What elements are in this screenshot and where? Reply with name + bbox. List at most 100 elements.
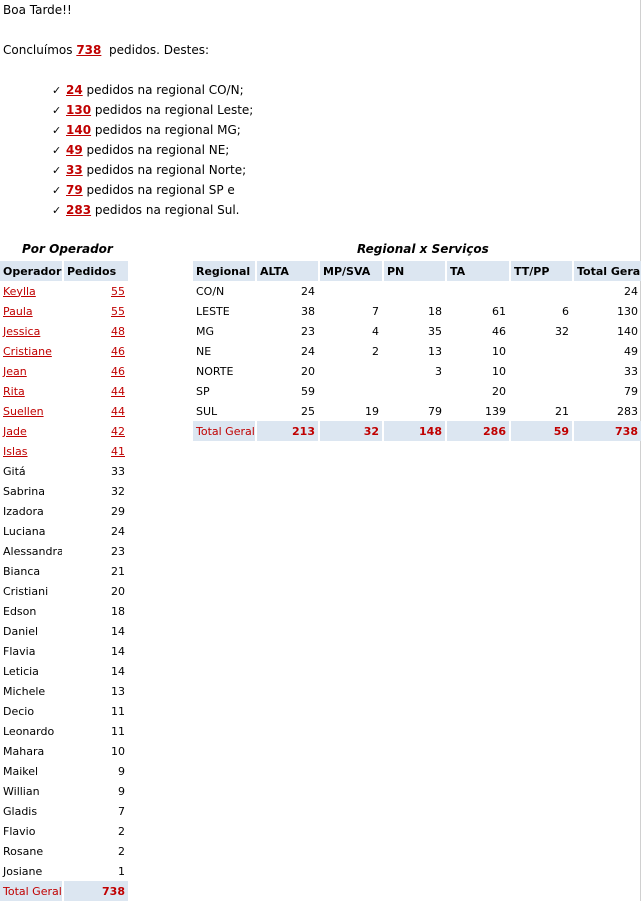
- regional-cell: 49: [624, 344, 638, 358]
- regional-name: SP: [196, 384, 210, 398]
- table-row: Leticia 14: [0, 661, 128, 681]
- table-row: NE 24 2 13 10 49: [193, 341, 641, 361]
- operator-name: Gladis: [3, 804, 38, 818]
- operator-name[interactable]: Cristiane: [3, 344, 52, 358]
- operator-name: Decio: [3, 704, 35, 718]
- operator-name[interactable]: Jean: [3, 364, 27, 378]
- operator-name: Josiane: [3, 864, 43, 878]
- operator-count[interactable]: 44: [111, 404, 125, 418]
- regional-cell: [509, 281, 572, 301]
- table-row: SUL 25 19 79 139 21 283: [193, 401, 641, 421]
- item-count: 33: [66, 163, 83, 177]
- total-cell: 148: [382, 421, 445, 441]
- total-value: 738: [62, 881, 128, 901]
- item-count: 24: [66, 83, 83, 97]
- summary-suffix: pedidos. Destes:: [109, 43, 210, 57]
- regional-cell: 23: [301, 324, 315, 338]
- total-label: Total Geral: [193, 421, 255, 441]
- regional-cell: [382, 281, 445, 301]
- regional-cell: 130: [617, 304, 638, 318]
- operator-name: Michele: [3, 684, 46, 698]
- table-row: Jessica 48: [0, 321, 128, 341]
- operator-count[interactable]: 55: [111, 284, 125, 298]
- regional-cell: 79: [624, 384, 638, 398]
- operator-name[interactable]: Islas: [3, 444, 28, 458]
- table-row: Mahara 10: [0, 741, 128, 761]
- check-icon: ✓: [52, 104, 62, 117]
- table-row: Sabrina 32: [0, 481, 128, 501]
- summary-list-item: ✓ 33 pedidos na regional Norte;: [52, 162, 253, 182]
- table-row: Flavia 14: [0, 641, 128, 661]
- operator-name[interactable]: Keylla: [3, 284, 36, 298]
- check-icon: ✓: [52, 84, 62, 97]
- operator-name: Rosane: [3, 844, 44, 858]
- regional-section-title: Regional x Serviços: [357, 242, 489, 256]
- operator-name[interactable]: Jessica: [3, 324, 41, 338]
- operator-name: Leticia: [3, 664, 39, 678]
- item-count: 130: [66, 103, 92, 117]
- operator-name[interactable]: Rita: [3, 384, 25, 398]
- table-row: Decio 11: [0, 701, 128, 721]
- summary-line: Concluímos 738 pedidos. Destes:: [3, 43, 209, 57]
- operator-name: Mahara: [3, 744, 45, 758]
- operator-count[interactable]: 46: [111, 344, 125, 358]
- table-row: Jade 42: [0, 421, 128, 441]
- operator-section-title: Por Operador: [22, 242, 113, 256]
- table-row: Paula 55: [0, 301, 128, 321]
- header-operador: Operador: [0, 261, 62, 281]
- table-row: CO/N 24 24: [193, 281, 641, 301]
- table-row: Keylla 55: [0, 281, 128, 301]
- regional-cell: 3: [435, 364, 442, 378]
- header-pedidos: Pedidos: [62, 261, 128, 281]
- table-row: Alessandra 23: [0, 541, 128, 561]
- operator-name: Flavia: [3, 644, 36, 658]
- total-cell: 59: [509, 421, 572, 441]
- item-count: 140: [66, 123, 92, 137]
- greeting: Boa Tarde!!: [3, 3, 72, 17]
- regional-cell: [509, 381, 572, 401]
- operator-name[interactable]: Jade: [3, 424, 27, 438]
- header-cell: Total Geral: [572, 261, 641, 281]
- item-text: pedidos na regional Norte;: [86, 163, 247, 177]
- operator-count: 2: [118, 824, 125, 838]
- operator-table-header: Operador Pedidos: [0, 261, 128, 281]
- regional-cell: 4: [372, 324, 379, 338]
- regional-cell: [445, 281, 509, 301]
- operator-count: 33: [111, 464, 125, 478]
- operator-count: 14: [111, 624, 125, 638]
- regional-name: NORTE: [196, 364, 234, 378]
- operator-name: Izadora: [3, 504, 44, 518]
- operator-name[interactable]: Paula: [3, 304, 33, 318]
- operator-count[interactable]: 41: [111, 444, 125, 458]
- operator-name: Alessandra: [3, 544, 62, 558]
- regional-cell: [382, 381, 445, 401]
- check-icon: ✓: [52, 124, 62, 137]
- operator-name[interactable]: Suellen: [3, 404, 44, 418]
- total-cell: 213: [255, 421, 318, 441]
- total-label: Total Geral: [0, 881, 62, 901]
- operator-count[interactable]: 42: [111, 424, 125, 438]
- table-row: Gladis 7: [0, 801, 128, 821]
- operator-count[interactable]: 55: [111, 304, 125, 318]
- operator-name: Gitá: [3, 464, 26, 478]
- operator-count: 7: [118, 804, 125, 818]
- item-text: pedidos na regional MG;: [94, 123, 241, 137]
- regional-name: NE: [196, 344, 212, 358]
- table-row: Luciana 24: [0, 521, 128, 541]
- regional-cell: 7: [372, 304, 379, 318]
- regional-cell: 61: [492, 304, 506, 318]
- operator-count[interactable]: 48: [111, 324, 125, 338]
- operator-count[interactable]: 46: [111, 364, 125, 378]
- table-row: Cristiani 20: [0, 581, 128, 601]
- check-icon: ✓: [52, 184, 62, 197]
- regional-cell: 35: [428, 324, 442, 338]
- table-row: Edson 18: [0, 601, 128, 621]
- operator-count: 13: [111, 684, 125, 698]
- header-cell: MP/SVA: [318, 261, 382, 281]
- table-row: Flavio 2: [0, 821, 128, 841]
- regional-cell: 79: [428, 404, 442, 418]
- operator-count[interactable]: 44: [111, 384, 125, 398]
- operator-name: Edson: [3, 604, 37, 618]
- table-row: Cristiane 46: [0, 341, 128, 361]
- regional-cell: 283: [617, 404, 638, 418]
